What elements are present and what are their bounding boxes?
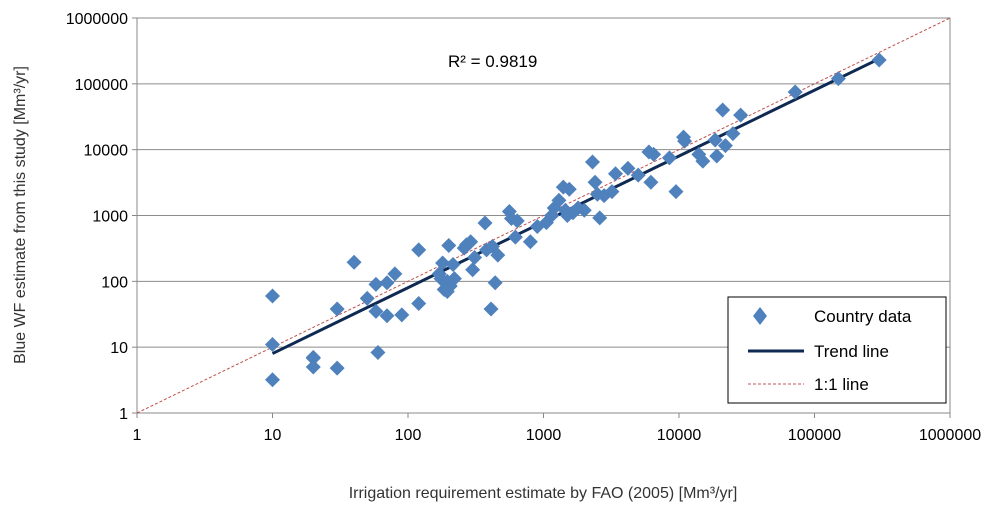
data-point-41 [503, 211, 519, 227]
x-tick-label-3: 1000 [526, 427, 562, 444]
y-tick-label-4: 10000 [84, 143, 129, 160]
y-tick-label-1: 10 [110, 340, 128, 357]
data-point-68 [646, 146, 662, 162]
data-point-7 [329, 360, 345, 376]
legend-label-one-to-one: 1:1 line [814, 375, 869, 394]
legend-marker-country-data [753, 307, 767, 325]
data-point-27 [445, 257, 461, 273]
x-tick-label-2: 100 [395, 427, 422, 444]
x-tick-label-0: 1 [133, 427, 142, 444]
data-point-77 [715, 102, 731, 118]
data-point-43 [509, 213, 525, 229]
data-point-65 [630, 167, 646, 183]
x-axis-ticks: 1 10 100 1000 10000 100000 1000000 [133, 413, 981, 444]
data-point-83 [871, 52, 887, 68]
data-point-49 [551, 192, 567, 208]
data-point-0 [265, 288, 280, 304]
data-point-82 [830, 71, 846, 87]
y-axis-title: Blue WF estimate from this study [Mm³/yr… [12, 66, 29, 364]
data-point-79 [725, 126, 741, 142]
data-point-39 [490, 247, 506, 263]
data-point-14 [379, 308, 395, 324]
data-point-28 [446, 271, 462, 287]
data-point-18 [411, 296, 427, 312]
data-point-75 [707, 132, 723, 148]
legend: Country data Trend line 1:1 line [727, 296, 947, 404]
x-tick-label-6: 1000000 [919, 427, 981, 444]
y-tick-label-3: 1000 [92, 209, 128, 226]
x-tick-label-1: 10 [264, 427, 282, 444]
y-tick-label-2: 100 [101, 274, 128, 291]
data-point-4 [305, 350, 321, 366]
data-point-70 [668, 184, 684, 200]
data-point-32 [465, 262, 481, 278]
y-tick-label-6: 1000000 [66, 11, 128, 28]
data-point-33 [467, 250, 483, 266]
data-point-72 [677, 133, 693, 149]
data-point-74 [695, 153, 711, 169]
data-point-12 [370, 344, 386, 360]
data-point-78 [717, 138, 733, 154]
data-point-10 [368, 276, 384, 292]
data-point-21 [435, 255, 451, 271]
data-point-76 [709, 148, 725, 164]
data-point-80 [733, 107, 749, 123]
legend-label-country-data: Country data [814, 307, 912, 326]
data-point-36 [483, 301, 499, 317]
y-axis-ticks: 1 10 100 1000 10000 100000 1000000 [66, 11, 137, 423]
data-point-44 [522, 234, 538, 250]
data-point-13 [379, 275, 395, 291]
data-point-31 [463, 234, 479, 250]
data-point-63 [608, 166, 624, 182]
data-point-15 [387, 266, 403, 282]
data-point-58 [587, 174, 603, 190]
r-squared-annotation: R² = 0.9819 [448, 52, 537, 71]
x-axis-title: Irrigation requirement estimate by FAO (… [349, 485, 738, 502]
data-point-2 [265, 372, 280, 388]
x-tick-label-4: 10000 [657, 427, 702, 444]
data-point-17 [411, 242, 427, 258]
data-point-60 [592, 210, 608, 226]
legend-label-trend-line: Trend line [814, 342, 889, 361]
x-tick-label-5: 100000 [788, 427, 841, 444]
data-point-5 [305, 359, 321, 375]
data-point-34 [477, 215, 493, 231]
y-tick-label-0: 1 [119, 406, 128, 423]
data-point-57 [585, 154, 601, 170]
data-point-42 [507, 229, 523, 245]
data-point-56 [576, 202, 592, 218]
data-point-64 [620, 160, 636, 176]
data-point-11 [368, 303, 384, 319]
data-point-6 [329, 301, 345, 317]
data-point-9 [359, 290, 375, 306]
data-points [265, 52, 887, 388]
data-point-81 [787, 84, 803, 100]
data-point-16 [394, 307, 410, 323]
y-tick-label-5: 100000 [75, 77, 128, 94]
data-point-38 [487, 275, 503, 291]
data-point-1 [265, 336, 280, 352]
data-point-67 [643, 174, 659, 190]
data-point-25 [441, 238, 457, 254]
data-point-69 [661, 150, 677, 166]
data-point-53 [561, 181, 577, 197]
data-point-62 [604, 184, 620, 200]
data-point-8 [346, 254, 362, 270]
